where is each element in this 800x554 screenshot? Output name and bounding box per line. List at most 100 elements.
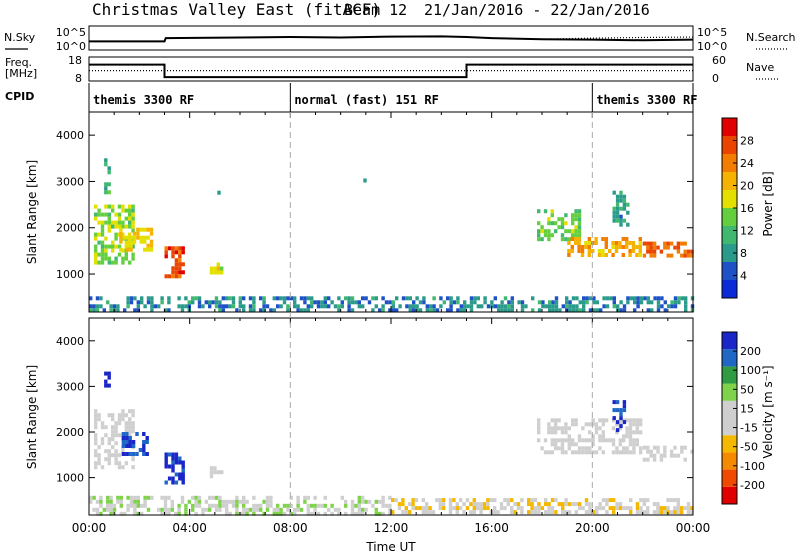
- range-gate-cell: [174, 270, 179, 275]
- range-gate-cell: [128, 421, 132, 426]
- range-gate-cell: [581, 446, 585, 451]
- range-gate-cell: [612, 190, 616, 195]
- range-gate-cell: [631, 245, 636, 249]
- range-gate-cell: [99, 495, 103, 500]
- range-gate-cell: [123, 511, 127, 516]
- range-gate-cell: [465, 498, 470, 503]
- range-gate-cell: [592, 300, 596, 305]
- range-gate-cell: [646, 296, 650, 301]
- range-gate-cell: [618, 502, 623, 507]
- colorbar-tick-label: 8: [740, 247, 747, 260]
- range-gate-cell: [565, 296, 569, 301]
- range-gate-cell: [191, 296, 195, 301]
- range-gate-cell: [554, 446, 558, 451]
- range-gate-cell: [614, 241, 619, 245]
- range-gate-cell: [605, 510, 609, 515]
- range-gate-cell: [551, 300, 555, 305]
- range-gate-cell: [164, 274, 168, 279]
- range-gate-cell: [371, 296, 375, 301]
- range-gate-cell: [89, 499, 93, 504]
- range-gate-cell: [282, 296, 287, 301]
- range-gate-cell: [619, 408, 623, 413]
- range-gate-cell: [100, 441, 105, 446]
- range-gate-cell: [174, 511, 178, 516]
- range-gate-cell: [174, 456, 179, 461]
- range-gate-cell: [184, 304, 188, 309]
- range-gate-cell: [116, 499, 120, 504]
- range-gate-cell: [303, 499, 307, 504]
- colorbar-segment: [722, 154, 737, 172]
- colorbar-tick-label: 12: [740, 225, 754, 238]
- range-gate-cell: [171, 476, 175, 481]
- range-gate-cell: [690, 506, 694, 511]
- range-gate-cell: [97, 453, 101, 458]
- range-gate-cell: [585, 300, 589, 305]
- range-gate-cell: [619, 198, 623, 203]
- range-gate-cell: [119, 495, 123, 500]
- range-gate-cell: [449, 308, 453, 313]
- range-gate-cell: [363, 178, 367, 183]
- range-gate-cell: [652, 253, 657, 258]
- range-gate-cell: [143, 235, 147, 240]
- range-gate-cell: [303, 296, 307, 301]
- range-gate-cell: [659, 506, 663, 511]
- range-gate-cell: [282, 300, 287, 305]
- range-gate-cell: [567, 446, 571, 451]
- range-gate-cell: [131, 256, 135, 261]
- range-gate-cell: [107, 371, 111, 376]
- range-gate-cell: [170, 507, 174, 512]
- range-gate-cell: [497, 304, 501, 309]
- range-gate-cell: [316, 304, 321, 309]
- range-gate-cell: [293, 296, 297, 301]
- range-gate-cell: [214, 507, 219, 512]
- range-gate-cell: [574, 209, 578, 214]
- range-gate-cell: [635, 430, 639, 435]
- range-gate-cell: [401, 498, 405, 503]
- range-gate-cell: [577, 249, 581, 253]
- range-gate-cell: [381, 495, 385, 500]
- range-gate-cell: [391, 510, 395, 515]
- range-gate-cell: [107, 260, 111, 265]
- ytick-label: 2000: [56, 222, 84, 235]
- range-gate-cell: [323, 304, 327, 309]
- range-gate-cell: [333, 304, 338, 309]
- range-gate-cell: [94, 437, 98, 442]
- range-gate-cell: [347, 304, 351, 309]
- range-gate-cell: [145, 436, 149, 440]
- range-gate-cell: [510, 510, 514, 515]
- range-gate-cell: [598, 426, 602, 431]
- range-gate-cell: [143, 304, 147, 309]
- range-gate-cell: [635, 245, 639, 249]
- range-gate-cell: [128, 232, 132, 237]
- range-gate-cell: [472, 506, 476, 511]
- range-gate-cell: [635, 442, 639, 447]
- range-gate-cell: [571, 308, 576, 313]
- range-gate-cell: [543, 438, 548, 443]
- colorbar-segment: [722, 349, 737, 367]
- range-gate-cell: [663, 308, 667, 313]
- range-gate-cell: [367, 300, 372, 305]
- range-gate-cell: [449, 300, 453, 305]
- range-gate-cell: [191, 495, 195, 500]
- range-gate-cell: [567, 237, 571, 242]
- range-gate-cell: [245, 499, 249, 504]
- range-gate-cell: [466, 304, 470, 309]
- range-gate-cell: [588, 450, 592, 455]
- range-gate-cell: [540, 446, 544, 451]
- range-gate-cell: [111, 220, 115, 225]
- range-gate-cell: [639, 418, 643, 423]
- range-gate-cell: [584, 245, 588, 249]
- range-gate-cell: [129, 503, 134, 508]
- range-gate-cell: [252, 304, 256, 309]
- range-gate-cell: [622, 194, 627, 199]
- range-gate-cell: [527, 510, 531, 515]
- freq-label-2: [MHz]: [5, 67, 37, 80]
- range-gate-cell: [313, 503, 317, 508]
- range-gate-cell: [181, 464, 185, 469]
- range-gate-cell: [638, 241, 642, 245]
- colorbar-segment: [722, 280, 737, 298]
- range-gate-cell: [178, 262, 182, 267]
- range-gate-cell: [577, 221, 582, 226]
- range-gate-cell: [629, 296, 633, 301]
- range-gate-cell: [330, 511, 334, 516]
